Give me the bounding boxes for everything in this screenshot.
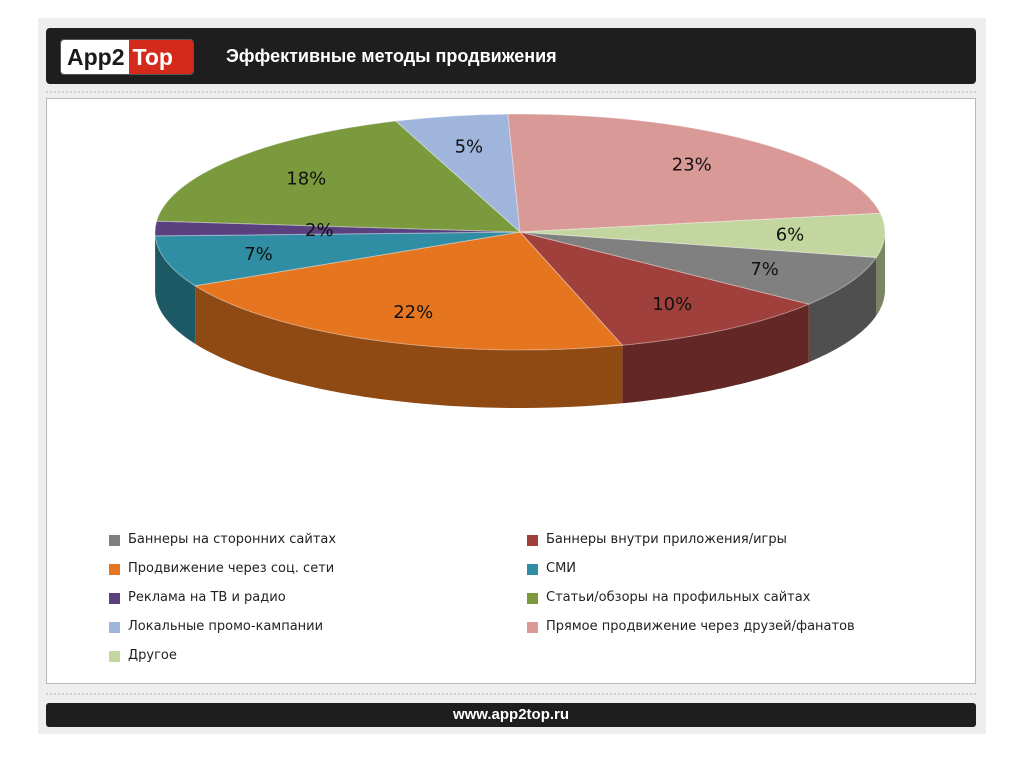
pie-side-9 [876, 232, 885, 316]
legend-label: Прямое продвижение через друзей/фанатов [546, 619, 855, 634]
data-label-3: 22% [393, 302, 433, 323]
chart-panel: 7% 10% 22% 7% 2% 18% 5% 23% 6% Баннеры на сторон… [46, 98, 976, 684]
legend-swatch [109, 563, 120, 575]
data-label-7: 5% [455, 136, 484, 157]
legend-item: Локальные промо-кампании [109, 618, 323, 636]
legend-swatch [109, 650, 120, 662]
legend-item: Баннеры на сторонних сайтах [109, 531, 336, 549]
legend-label: Локальные промо-кампании [128, 619, 324, 634]
legend-label: Продвижение через соц. сети [128, 561, 335, 576]
pie-slice-5 [154, 220, 521, 237]
legend-swatch [109, 621, 120, 633]
pie-side-walls [155, 232, 885, 408]
data-label-8: 23% [672, 155, 712, 176]
legend-swatch [109, 592, 120, 604]
legend-label: Статьи/обзоры на профильных сайтах [546, 590, 811, 605]
header-bar: App2 Top Эффективные методы продвижения [46, 28, 976, 84]
divider-top [46, 91, 976, 93]
legend-label: Баннеры на сторонних сайтах [128, 532, 337, 547]
legend-swatch [527, 592, 538, 604]
pie-side-2 [622, 304, 809, 404]
logo-text-app2: App2 [61, 40, 129, 74]
pie-slice-8 [507, 113, 882, 233]
legend-item: Прямое продвижение через друзей/фанатов [527, 618, 855, 636]
pie-slice-9 [519, 212, 886, 259]
legend-swatch [527, 534, 538, 546]
legend-item: Реклама на ТВ и радио [109, 589, 286, 607]
legend-label: Другое [128, 648, 177, 663]
legend-label: Реклама на ТВ и радио [128, 590, 286, 605]
footer-url[interactable]: www.app2top.ru [46, 703, 976, 727]
legend-item: Другое [109, 647, 177, 665]
legend-label: СМИ [546, 561, 577, 576]
legend-swatch [109, 534, 120, 546]
pie-side-1 [808, 257, 877, 363]
pie-chart: 7% 10% 22% 7% 2% 18% 5% 23% 6% [154, 113, 886, 408]
legend-item: Продвижение через соц. сети [109, 560, 334, 578]
logo-text-top: Top [128, 40, 193, 74]
pie-slice-3 [193, 231, 624, 351]
data-label-5: 2% [305, 220, 334, 241]
legend-item: Баннеры внутри приложения/игры [527, 531, 787, 549]
data-label-1: 7% [750, 259, 779, 280]
pie-slice-6 [155, 120, 522, 233]
pie-slice-1 [519, 231, 878, 305]
pie-side-3 [195, 285, 623, 408]
page-title: Эффективные методы продвижения [226, 46, 557, 66]
data-label-9: 6% [776, 225, 805, 246]
legend-item: СМИ [527, 560, 576, 578]
pie-side-4 [155, 235, 196, 344]
data-label-2: 10% [652, 294, 692, 315]
data-label-4: 7% [244, 244, 273, 265]
legend-label: Баннеры внутри приложения/игры [546, 532, 787, 547]
pie-slice-2 [518, 231, 811, 346]
divider-bottom [46, 693, 976, 695]
app2top-logo[interactable]: App2 Top [60, 39, 194, 75]
legend-item: Статьи/обзоры на профильных сайтах [527, 589, 810, 607]
data-label-6: 18% [286, 169, 326, 190]
legend-swatch [527, 621, 538, 633]
pie-slice-7 [394, 113, 521, 234]
pie-slice-4 [154, 231, 521, 287]
legend-swatch [527, 563, 538, 575]
